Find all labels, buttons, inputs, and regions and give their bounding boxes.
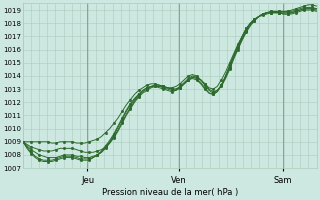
X-axis label: Pression niveau de la mer( hPa ): Pression niveau de la mer( hPa ): [101, 188, 238, 197]
